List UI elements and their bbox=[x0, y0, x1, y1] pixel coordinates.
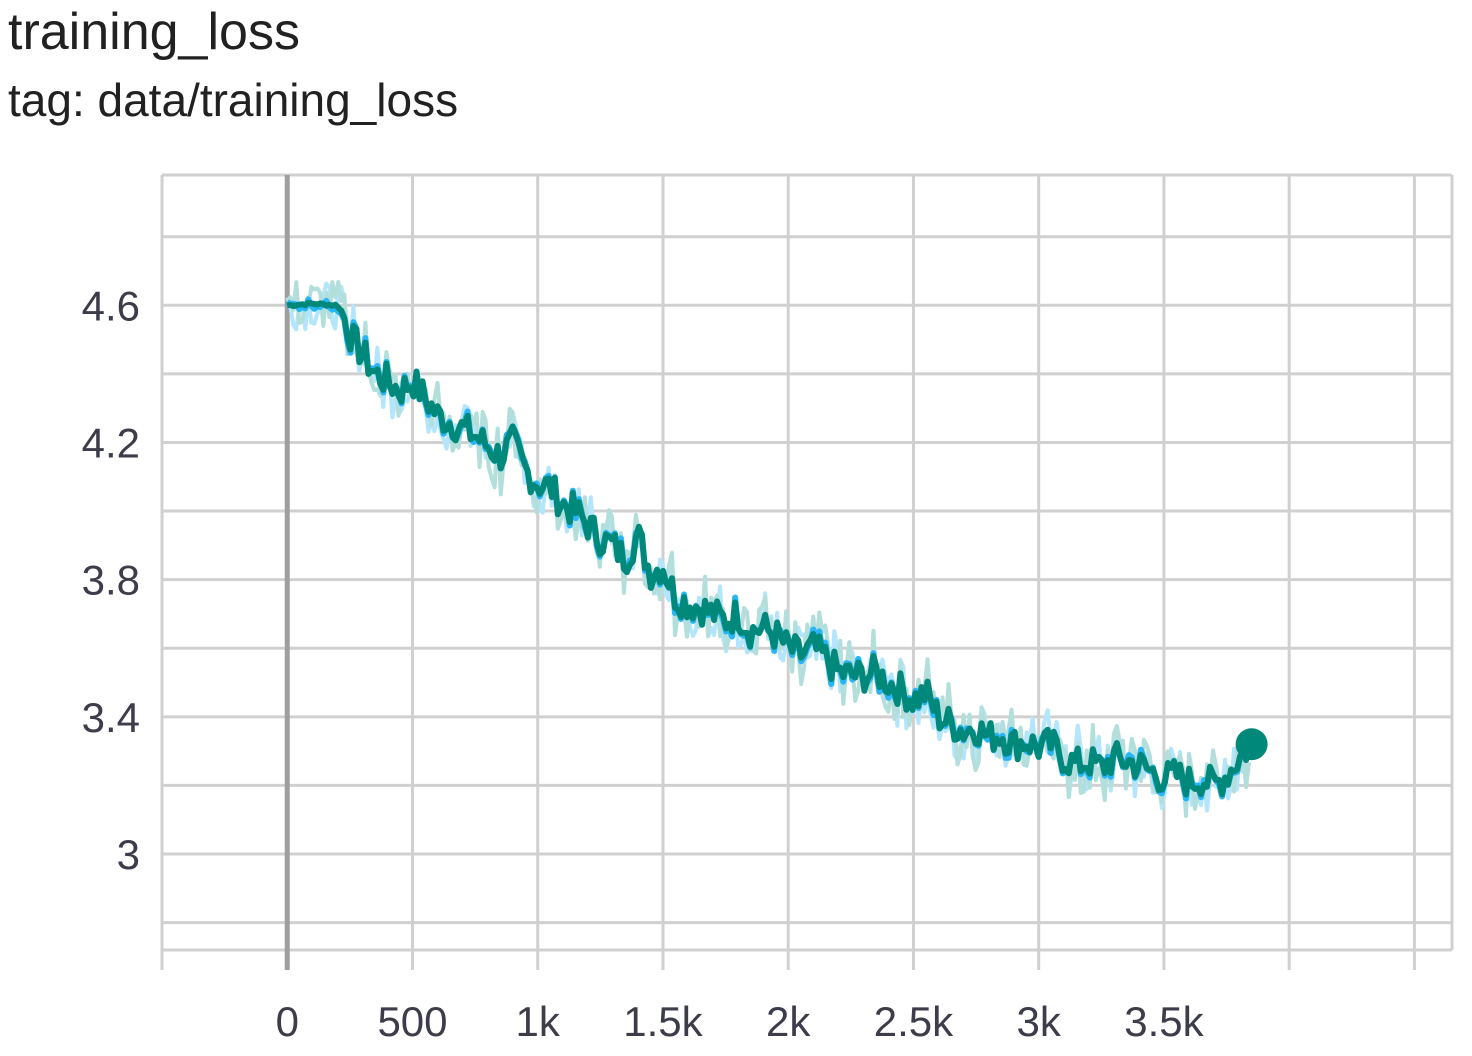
y-tick-label: 3.4 bbox=[82, 694, 140, 741]
x-tick-label: 500 bbox=[377, 998, 447, 1045]
x-tick-label: 2k bbox=[766, 998, 811, 1045]
y-tick-label: 3 bbox=[117, 831, 140, 878]
y-tick-label: 3.8 bbox=[82, 557, 140, 604]
y-tick-label: 4.2 bbox=[82, 419, 140, 466]
raw-trace-secondary bbox=[285, 281, 1250, 813]
chart-title: training_loss bbox=[8, 3, 300, 61]
x-tick-label: 2.5k bbox=[874, 998, 954, 1045]
x-tick-label: 3.5k bbox=[1124, 998, 1204, 1045]
smoothed-line-primary bbox=[286, 299, 1253, 798]
x-tick-label: 1k bbox=[516, 998, 561, 1045]
y-tick-label: 4.6 bbox=[82, 282, 140, 329]
chart-tag: tag: data/training_loss bbox=[8, 74, 459, 126]
x-tick-label: 1.5k bbox=[623, 998, 703, 1045]
last-point-marker bbox=[1235, 728, 1268, 761]
raw-trace-primary bbox=[285, 280, 1252, 818]
x-tick-label: 3k bbox=[1017, 998, 1062, 1045]
x-tick-label: 0 bbox=[276, 998, 299, 1045]
